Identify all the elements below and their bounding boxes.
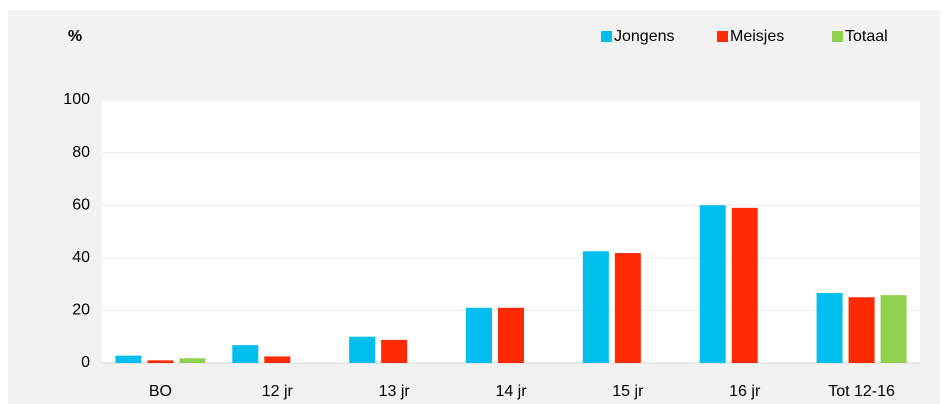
bar xyxy=(498,307,524,363)
bar xyxy=(466,307,492,363)
bar xyxy=(232,345,259,363)
bar xyxy=(147,360,174,363)
x-tick-label: Tot 12-16 xyxy=(828,383,895,400)
bar xyxy=(582,251,609,363)
bar xyxy=(816,293,843,363)
x-tick-label: 14 jr xyxy=(495,383,527,400)
legend-swatch xyxy=(832,31,843,42)
y-tick-label: 40 xyxy=(72,249,90,266)
legend-label: Totaal xyxy=(845,28,888,45)
x-tick-label: 13 jr xyxy=(379,383,411,400)
bar xyxy=(731,207,758,363)
bar xyxy=(115,355,142,363)
legend-swatch xyxy=(717,31,728,42)
x-tick-label: 15 jr xyxy=(612,383,644,400)
x-tick-label: 16 jr xyxy=(729,383,761,400)
bar xyxy=(614,253,641,363)
bar xyxy=(264,356,291,363)
x-tick-label: 12 jr xyxy=(262,383,294,400)
y-tick-label: 60 xyxy=(72,196,90,213)
bar xyxy=(179,358,206,363)
bar xyxy=(349,336,376,363)
bar xyxy=(699,205,726,363)
legend-swatch xyxy=(601,31,612,42)
y-tick-label: 0 xyxy=(81,354,90,371)
bar xyxy=(848,297,875,363)
bar xyxy=(381,339,408,363)
y-tick-label: 20 xyxy=(72,302,90,319)
y-tick-label: 80 xyxy=(72,144,90,161)
bar xyxy=(880,295,907,363)
legend-label: Meisjes xyxy=(730,28,784,45)
y-axis-label: % xyxy=(68,28,82,45)
x-tick-label: BO xyxy=(149,383,172,400)
legend-label: Jongens xyxy=(614,28,675,45)
y-tick-label: 100 xyxy=(63,91,90,108)
